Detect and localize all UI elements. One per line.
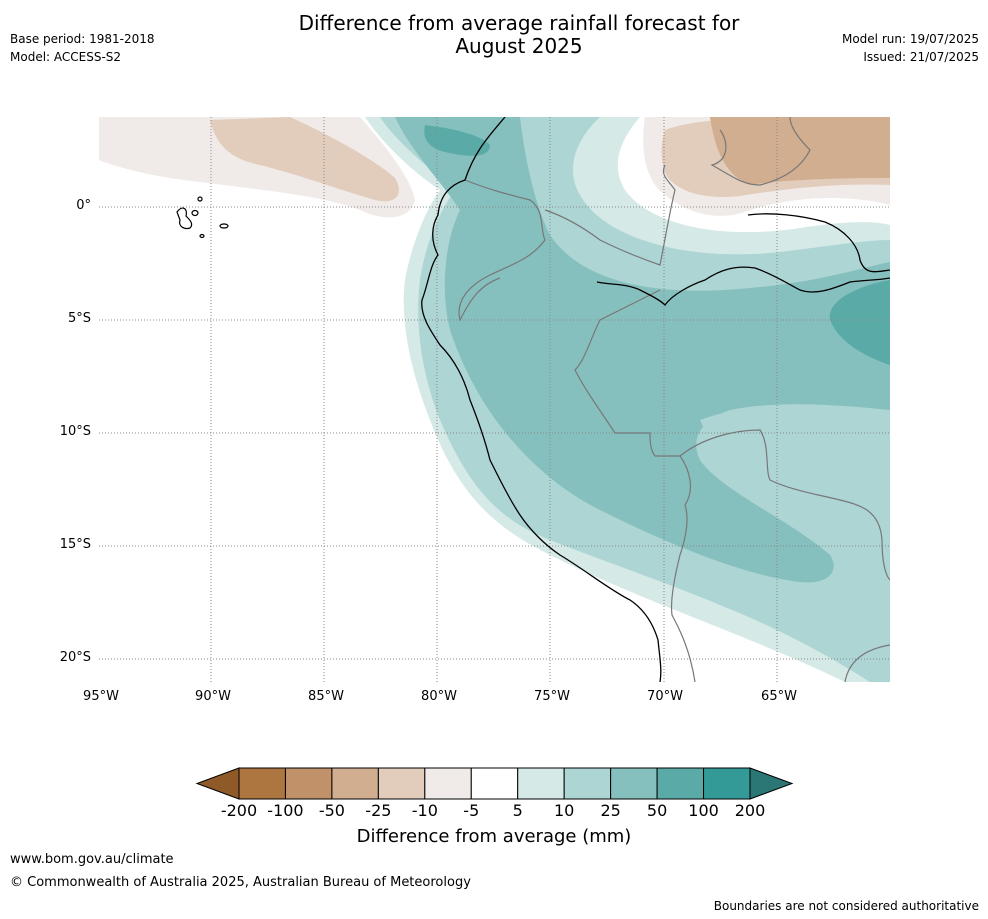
- colorbar-tick-label: 100: [688, 801, 719, 820]
- graticule: [99, 117, 890, 682]
- wet-region-core-northeast: [829, 280, 890, 365]
- lon-label-70w: 70°W: [647, 689, 683, 704]
- lat-label-15s: 15°S: [59, 537, 91, 552]
- footer-disclaimer: Boundaries are not considered authoritat…: [713, 899, 979, 913]
- colorbar-tick-label: -50: [318, 801, 345, 820]
- issued-text: Issued: 21/07/2025: [863, 50, 979, 64]
- colorbar-extend-high: [749, 767, 794, 800]
- colorbar-tick-label: 10: [553, 801, 575, 820]
- lat-label-5s: 5°S: [67, 311, 91, 326]
- wet-region-50-100: [395, 117, 890, 583]
- colorbar-swatch: [517, 767, 565, 800]
- footer-copyright: © Commonwealth of Australia 2025, Austra…: [10, 875, 471, 890]
- map-fill-layer: [99, 117, 890, 682]
- model-text: Model: ACCESS-S2: [10, 50, 122, 64]
- forecast-info-left: Base period: 1981-2018 Model: ACCESS-S2: [10, 30, 155, 66]
- colorbar-tick-label: -5: [463, 801, 480, 820]
- lon-label-90w: 90°W: [195, 689, 231, 704]
- colorbar-swatch: [703, 767, 751, 800]
- title-line-2: August 2025: [455, 34, 583, 58]
- lat-label-0: 0°: [76, 198, 91, 213]
- map-title: Difference from average rainfall forecas…: [194, 12, 844, 58]
- lon-label-85w: 85°W: [308, 689, 344, 704]
- colorbar-tick-label: -100: [267, 801, 304, 820]
- base-period-text: Base period: 1981-2018: [10, 32, 155, 46]
- colorbar-extend-low: [195, 767, 240, 800]
- colorbar-tick-label: -10: [411, 801, 438, 820]
- lon-label-65w: 65°W: [761, 689, 797, 704]
- wet-region-core-north: [424, 125, 490, 156]
- colorbar-swatch: [284, 767, 333, 800]
- dry-region-northeast-core: [710, 117, 890, 185]
- country-borders: [458, 117, 890, 682]
- galapagos-islands: [176, 196, 229, 239]
- coastline: [421, 117, 890, 682]
- colorbar-label: Difference from average (mm): [356, 826, 632, 847]
- colorbar-swatch: [331, 767, 379, 800]
- colorbar-swatch: [470, 767, 519, 800]
- colorbar-swatch: [377, 767, 426, 800]
- colorbar-tick-label: -25: [365, 801, 392, 820]
- lon-label-80w: 80°W: [421, 689, 457, 704]
- wet-region-lighter-pocket: [700, 405, 869, 500]
- colorbar-tick-label: -200: [220, 801, 258, 820]
- colorbar-swatch: [238, 767, 286, 800]
- colorbar-swatch: [424, 767, 472, 800]
- colorbar-tick-label: 25: [600, 801, 621, 820]
- title-line-1: Difference from average rainfall forecas…: [298, 11, 740, 35]
- colorbar-swatch: [610, 767, 658, 800]
- colorbar-tick-label: 200: [734, 801, 766, 820]
- colorbar-swatch: [656, 767, 705, 800]
- dry-region-northwest-core: [210, 117, 399, 202]
- footer-url: www.bom.gov.au/climate: [10, 852, 174, 867]
- model-run-text: Model run: 19/07/2025: [841, 32, 979, 46]
- colorbar-tick-label: 5: [512, 801, 523, 820]
- colorbar-swatch: [563, 767, 612, 800]
- forecast-info-right: Model run: 19/07/2025 Issued: 21/07/2025: [842, 30, 979, 66]
- lon-label-75w: 75°W: [534, 689, 570, 704]
- lat-label-10s: 10°S: [59, 424, 91, 439]
- colorbar-tick-label: 50: [646, 801, 668, 820]
- lat-label-20s: 20°S: [59, 650, 91, 665]
- lon-label-95w: 95°W: [83, 689, 119, 704]
